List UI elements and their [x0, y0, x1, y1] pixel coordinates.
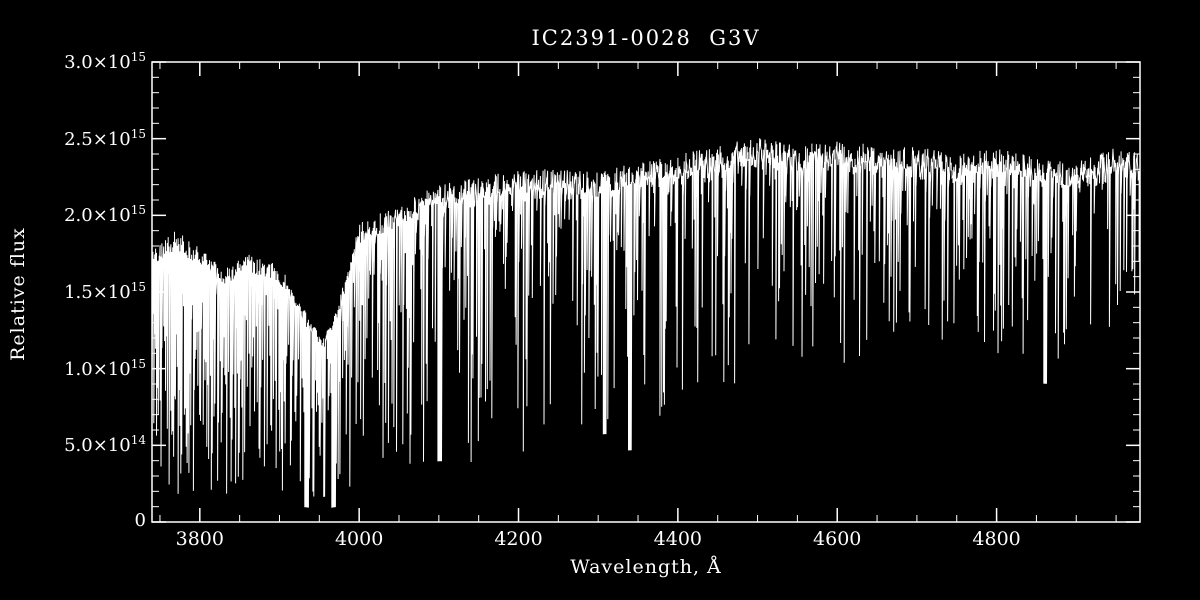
x-tick-label: 4400	[653, 528, 703, 550]
y-tick-label: 0	[134, 510, 146, 531]
y-tick-label: 1.0×1015	[64, 356, 146, 380]
y-tick-label: 2.5×1015	[64, 126, 146, 150]
x-tick-label: 4600	[813, 528, 862, 550]
chart-title: IC2391-0028 G3V	[531, 26, 761, 50]
x-tick-label: 4000	[334, 528, 384, 550]
x-axis-label: Wavelength, Å	[570, 556, 722, 578]
x-tick-label: 4800	[972, 528, 1021, 550]
x-tick-label: 4200	[494, 528, 543, 550]
y-tick-label: 5.0×1014	[64, 433, 146, 457]
x-tick-label: 3800	[175, 528, 224, 550]
y-tick-label: 1.5×1015	[64, 280, 146, 303]
spectrum-trace	[151, 138, 1141, 508]
y-tick-label: 3.0×1015	[64, 50, 146, 73]
y-tick-label: 2.0×1015	[64, 203, 146, 227]
